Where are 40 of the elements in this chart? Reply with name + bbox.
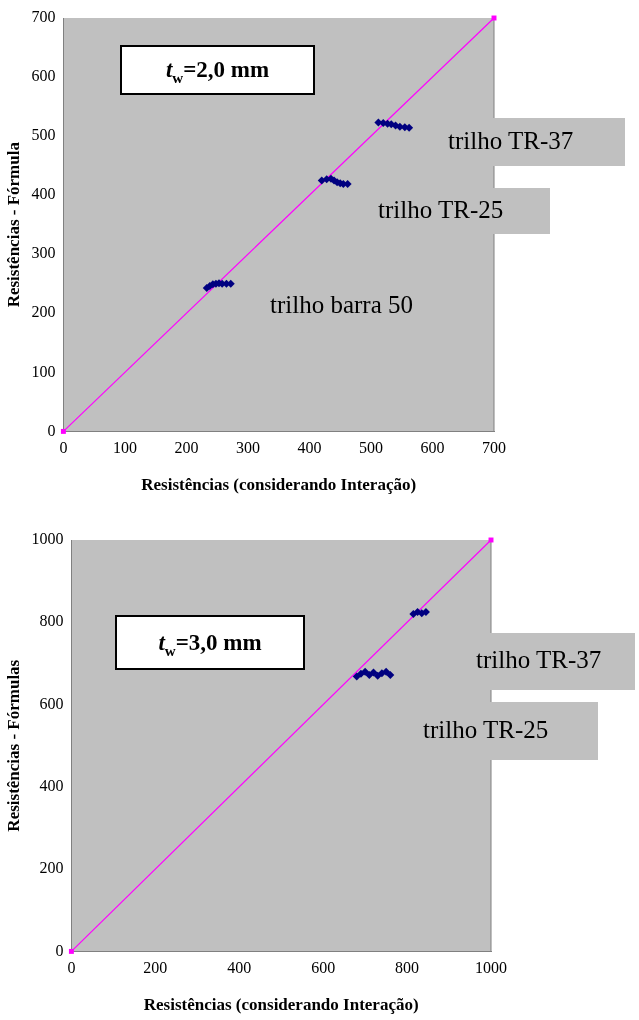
x-tick-label: 400 (297, 439, 322, 457)
y-tick-label: 200 (39, 859, 64, 877)
y-tick-label: 1000 (31, 530, 64, 548)
text-box: t$_{w}$=3,0 mm (115, 615, 305, 670)
y-tick-label: 0 (55, 941, 64, 959)
y-tick-label: 700 (31, 8, 56, 26)
y-tick-label: 800 (39, 612, 64, 630)
annotation: t$_{w}$=2,0 mm (165, 57, 270, 86)
x-tick-label: 600 (420, 439, 445, 457)
annotation: t$_{w}$=3,0 mm (158, 630, 262, 659)
x-tick-label: 1000 (475, 959, 507, 977)
annotation: trilho TR-25 (423, 715, 549, 743)
y-axis-title: Resistências - Fórmulas (3, 659, 23, 832)
text-box: t$_{w}$=2,0 mm (120, 45, 315, 95)
x-tick-label: 700 (482, 439, 506, 457)
y-tick-label: 500 (31, 126, 56, 144)
x-tick-label: 300 (235, 439, 260, 457)
y-tick-label: 400 (39, 777, 64, 795)
x-axis-title: Resistências (considerando Interação) (143, 995, 419, 1015)
x-tick-label: 400 (227, 959, 252, 977)
x-tick-label: 200 (143, 959, 168, 977)
x-tick-label: 800 (395, 959, 420, 977)
x-tick-label: 200 (174, 439, 199, 457)
y-tick-label: 0 (47, 421, 56, 439)
annotation: trilho TR-25 (378, 195, 504, 223)
y-tick-label: 200 (31, 303, 56, 321)
x-tick-label: 500 (358, 439, 383, 457)
x-tick-label: 0 (67, 959, 76, 977)
x-tick-label: 100 (112, 439, 137, 457)
y-tick-label: 600 (31, 67, 56, 85)
annotation: trilho barra 50 (270, 290, 414, 318)
y-tick-label: 100 (31, 362, 56, 380)
y-tick-label: 600 (39, 694, 64, 712)
x-axis-title: Resistências (considerando Interação) (141, 475, 417, 495)
y-tick-label: 400 (31, 185, 56, 203)
annotation: trilho TR-37 (448, 126, 574, 154)
y-tick-label: 300 (31, 244, 56, 262)
x-tick-label: 600 (311, 959, 336, 977)
annotation: trilho TR-37 (476, 646, 602, 674)
y-axis-title: Resistências - Fórmula (3, 141, 23, 308)
